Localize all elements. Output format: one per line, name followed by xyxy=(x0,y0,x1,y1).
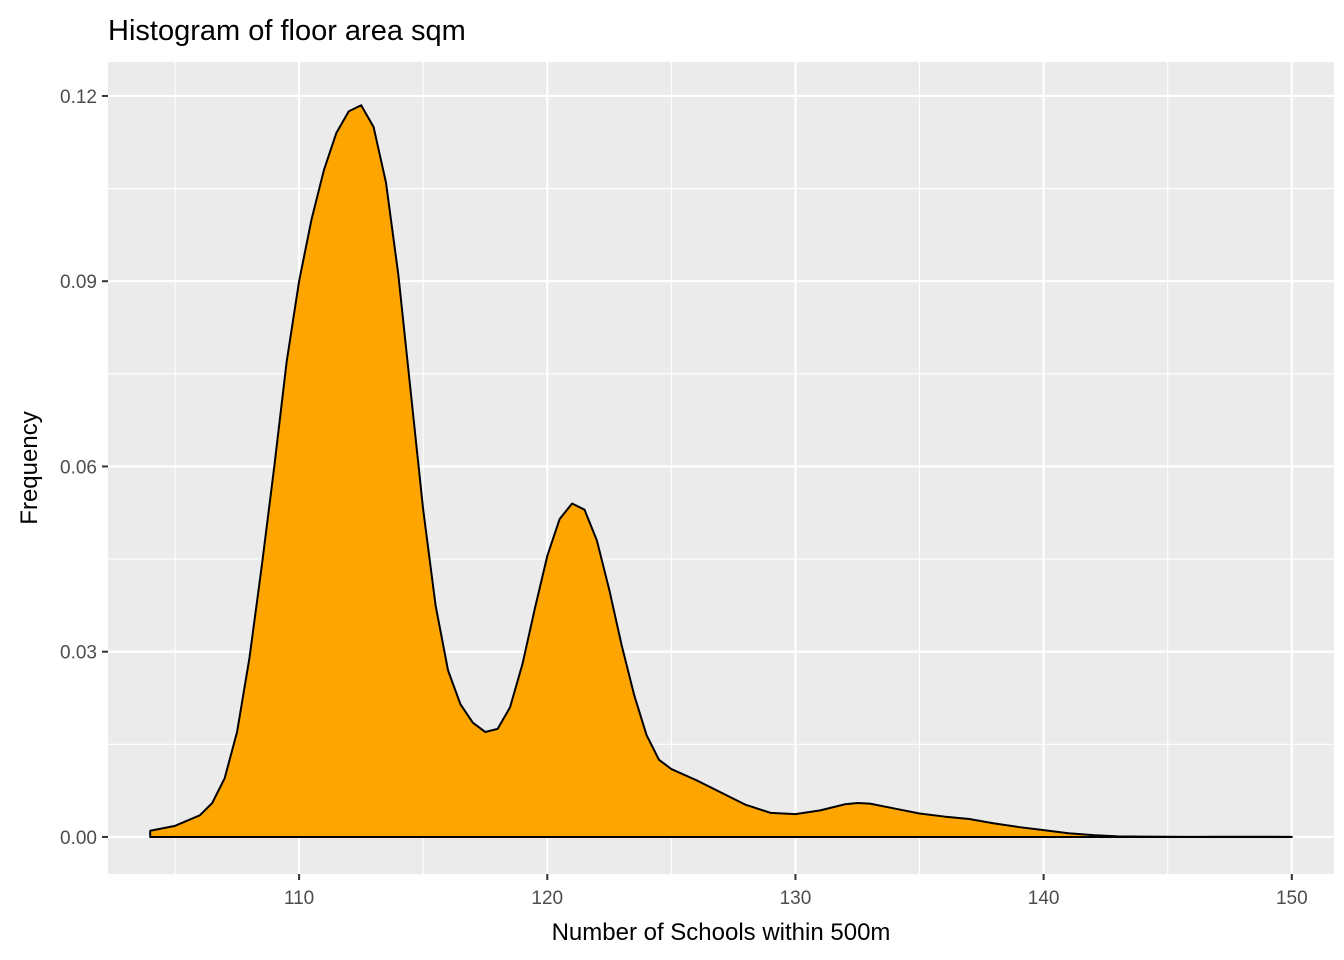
x-axis: 110 120 130 140 150 xyxy=(284,874,1308,909)
density-area xyxy=(149,104,1293,838)
y-tick-label: 0.12 xyxy=(60,87,97,108)
y-tick-label: 0.06 xyxy=(60,457,97,478)
x-tick-label: 110 xyxy=(284,888,314,909)
y-tick-label: 0.00 xyxy=(60,828,97,849)
x-tick-label: 140 xyxy=(1028,888,1060,909)
x-tick-label: 150 xyxy=(1276,888,1308,909)
chart-title: Histogram of floor area sqm xyxy=(108,15,466,47)
y-axis-title: Frequency xyxy=(16,411,43,524)
y-tick-label: 0.03 xyxy=(60,643,97,664)
x-tick-label: 120 xyxy=(531,888,563,909)
x-axis-title: Number of Schools within 500m xyxy=(552,919,891,946)
x-tick-label: 130 xyxy=(780,888,812,909)
y-tick-label: 0.09 xyxy=(60,272,97,293)
y-axis: 0.00 0.03 0.06 0.09 0.12 xyxy=(60,87,108,849)
